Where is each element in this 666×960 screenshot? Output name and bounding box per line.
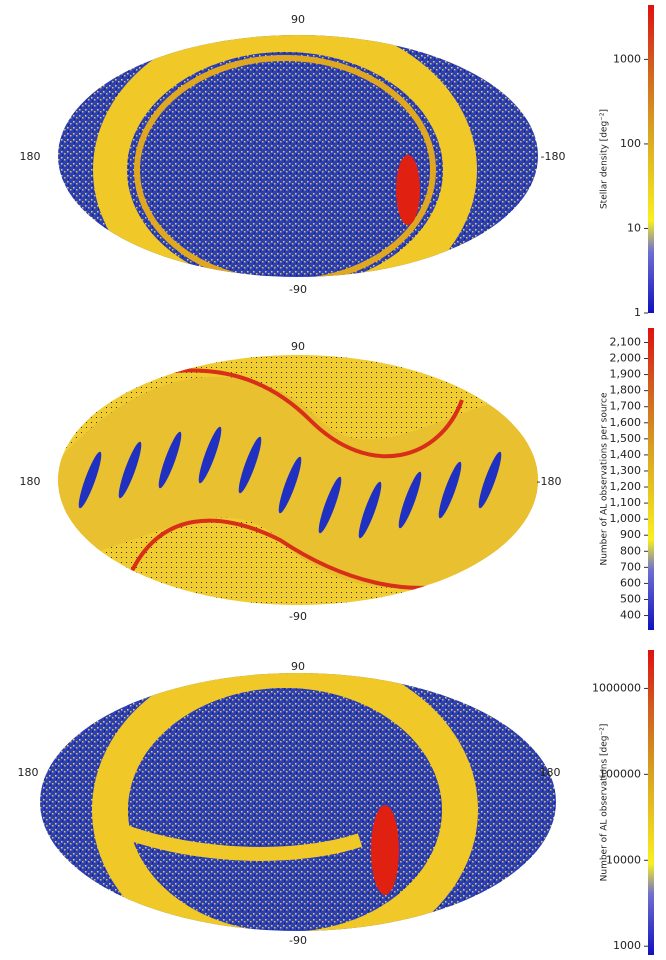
lat-label: -90 [289, 934, 307, 947]
colorbar-label: Number of AL observations [deg⁻²] [600, 724, 610, 882]
sky-map [58, 35, 538, 277]
colorbar-tick-label: 10 [627, 221, 641, 234]
colorbar-tick-label: 1,900 [610, 368, 642, 381]
colorbar-tick-label: 1000 [613, 939, 641, 952]
colorbar-tick-label: 1,600 [610, 416, 642, 429]
colorbar-tick-label: 100 [620, 137, 641, 150]
lat-label: 90 [291, 13, 305, 26]
colorbar-tick-label: 1,500 [610, 432, 642, 445]
colorbar-tick-label: 1,300 [610, 464, 642, 477]
colorbar-tick-label: 1000 [613, 52, 641, 65]
colorbar-tick-label: 1,200 [610, 480, 642, 493]
colorbar-tick-label: 100000 [599, 767, 641, 780]
sky-map [58, 355, 538, 605]
colorbar-tick-label: 1,100 [610, 496, 642, 509]
colorbar-tick-label: 700 [620, 560, 641, 573]
colorbar-tick-label: 1 [634, 306, 641, 319]
colorbar-tick-label: 600 [620, 576, 641, 589]
colorbar-tick-label: 1,400 [610, 448, 642, 461]
colorbar-tick-label: 1000000 [592, 681, 641, 694]
colorbar-tick-label: 400 [620, 609, 641, 622]
lat-label: 90 [291, 660, 305, 673]
lat-label: 90 [291, 340, 305, 353]
sky-map [40, 673, 556, 931]
lon-label: -180 [537, 475, 562, 488]
lon-label: 180 [20, 475, 41, 488]
colorbar-label: Stellar density [deg⁻²] [600, 109, 610, 209]
colorbar [648, 328, 654, 630]
colorbar-tick-label: 1,800 [610, 384, 642, 397]
lon-label: 180 [18, 766, 39, 779]
lon-label: -180 [541, 150, 566, 163]
colorbar [648, 650, 654, 955]
colorbar-tick-label: 1,000 [610, 512, 642, 525]
colorbar-tick-label: 800 [620, 544, 641, 557]
colorbar-tick-label: 500 [620, 592, 641, 605]
colorbar-tick-label: 2,000 [610, 352, 642, 365]
colorbar-tick-label: 900 [620, 528, 641, 541]
lat-label: -90 [289, 283, 307, 296]
colorbar-tick-label: 2,100 [610, 335, 642, 348]
colorbar [648, 5, 654, 313]
colorbar-tick-label: 10000 [606, 853, 641, 866]
lat-label: -90 [289, 610, 307, 623]
lon-label: -180 [536, 766, 561, 779]
colorbar-label: Number of AL observations per source [600, 392, 610, 566]
colorbar-tick-label: 1,700 [610, 400, 642, 413]
lon-label: 180 [20, 150, 41, 163]
